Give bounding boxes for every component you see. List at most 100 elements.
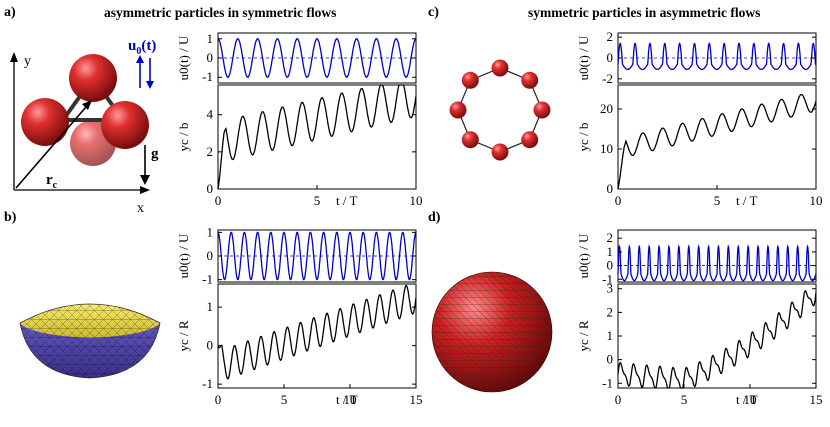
xtick-label: 10 — [744, 392, 757, 407]
flow-down-arrow-icon — [146, 81, 154, 89]
yaxis-label: yc / R — [176, 320, 191, 351]
xaxis-label: t / T — [336, 193, 357, 208]
ytick-label: 2 — [607, 304, 614, 319]
ytick-label: 0 — [607, 352, 614, 367]
plot-frame — [617, 283, 817, 389]
ytick-label: 0 — [607, 50, 614, 65]
y-axis-arrow-icon — [10, 52, 18, 62]
xtick-label: 10 — [344, 392, 357, 407]
plot-a-bottom: 0 2 4 0 5 10 t / T yc / b — [176, 84, 423, 208]
ring-sphere — [491, 143, 509, 161]
xaxis-label: t / T — [736, 392, 757, 407]
ytick-label: 10 — [600, 141, 613, 156]
series-line — [617, 290, 817, 389]
xtick-label: 15 — [810, 392, 823, 407]
xtick-label: 0 — [215, 193, 222, 208]
yaxis-label: u0(t) / U — [576, 35, 591, 80]
plot-c-bottom: 0 10 20 0 5 10 t / T yc / b — [576, 84, 823, 208]
panel-c-label: c) — [428, 5, 439, 20]
xtick-label: 0 — [615, 392, 622, 407]
plot-b-top: 1 0 -1 u0(t) / U — [176, 224, 417, 287]
series-line — [617, 244, 817, 282]
xtick-label: 5 — [314, 193, 321, 208]
ring-sphere — [533, 101, 551, 119]
sphere-d — [431, 271, 553, 393]
capsule-b — [19, 303, 161, 379]
ring-sphere — [461, 131, 479, 149]
rc-label: rc — [46, 172, 58, 191]
xtick-label: 5 — [681, 392, 688, 407]
xtick-label: 5 — [714, 193, 721, 208]
ring-sphere — [491, 59, 509, 77]
panel-b-label: b) — [4, 210, 17, 225]
series-line — [217, 84, 417, 190]
xtick-label: 15 — [410, 392, 423, 407]
yaxis-label: yc / b — [176, 123, 191, 152]
ytick-label: 0 — [207, 181, 214, 196]
xtick-label: 0 — [615, 193, 622, 208]
ytick-label: -1 — [602, 271, 613, 286]
ytick-label: -1 — [202, 69, 213, 84]
xtick-label: 10 — [810, 193, 823, 208]
yaxis-label: u0(t) / U — [176, 233, 191, 278]
ytick-label: -1 — [202, 376, 213, 391]
xaxis-label: t / T — [336, 392, 357, 407]
xtick-label: 0 — [215, 392, 222, 407]
ytick-label: 0 — [207, 338, 214, 353]
ytick-label: 2 — [607, 29, 614, 44]
series-line — [217, 231, 417, 281]
ytick-label: 4 — [207, 107, 214, 122]
u0-label: u0(t) — [128, 38, 156, 57]
ytick-label: 3 — [607, 281, 614, 296]
ytick-label: 2 — [607, 230, 614, 245]
y-axis-text: y — [24, 54, 31, 69]
yaxis-label: u0(t) / U — [576, 233, 591, 278]
plot-c-top: 2 0 -2 u0(t) / U — [576, 29, 817, 86]
rc-vector — [15, 106, 87, 189]
rc-arrow-icon — [82, 100, 92, 110]
flow-up-arrow-icon — [136, 55, 144, 63]
xtick-label: 5 — [281, 392, 288, 407]
ytick-label: 20 — [600, 101, 613, 116]
panel-a-title: asymmetric particles in symmetric flows — [104, 5, 337, 20]
gravity-arrow-icon — [140, 175, 150, 185]
plot-frame — [617, 84, 817, 190]
schematic-a: y x rc u0(t) g — [10, 38, 159, 216]
ytick-label: 2 — [207, 144, 214, 159]
plot-d-top: 210-1 u0(t) / U — [576, 229, 817, 286]
yaxis-label: yc / b — [576, 123, 591, 152]
ytick-label: -2 — [602, 71, 613, 86]
series-line — [217, 284, 417, 380]
ytick-label: 0 — [207, 50, 214, 65]
yaxis-label: yc / R — [576, 320, 591, 351]
ytick-label: -1 — [602, 375, 613, 390]
ring-sphere — [449, 101, 467, 119]
ring-sphere — [521, 71, 539, 89]
ytick-label: -1 — [202, 272, 213, 287]
ytick-label: 1 — [207, 31, 214, 46]
sphere-top — [69, 54, 117, 102]
ytick-label: 1 — [607, 244, 614, 259]
ytick-label: 1 — [207, 224, 214, 239]
panel-c-title: symmetric particles in asymmetric flows — [528, 5, 761, 20]
ytick-label: 1 — [607, 328, 614, 343]
panel-a-label: a) — [4, 5, 16, 20]
panel-d-label: d) — [428, 210, 441, 225]
plot-a-top: 1 0 -1 u0(t) / U — [176, 31, 417, 84]
plot-b-bottom: 10-10 5 10 15t / Tyc / R — [176, 283, 423, 407]
x-axis-arrow-icon — [140, 186, 150, 194]
series-line — [617, 93, 817, 190]
ytick-label: 1 — [207, 299, 214, 314]
sphere-left — [21, 98, 69, 146]
ytick-label: 0 — [607, 258, 614, 273]
ring-sphere — [521, 131, 539, 149]
ytick-label: 0 — [207, 248, 214, 263]
sphere-right — [101, 101, 149, 149]
yaxis-label: u0(t) / U — [176, 35, 191, 80]
plot-frame — [617, 229, 817, 283]
xaxis-label: t / T — [736, 193, 757, 208]
gravity-label: g — [151, 146, 159, 162]
